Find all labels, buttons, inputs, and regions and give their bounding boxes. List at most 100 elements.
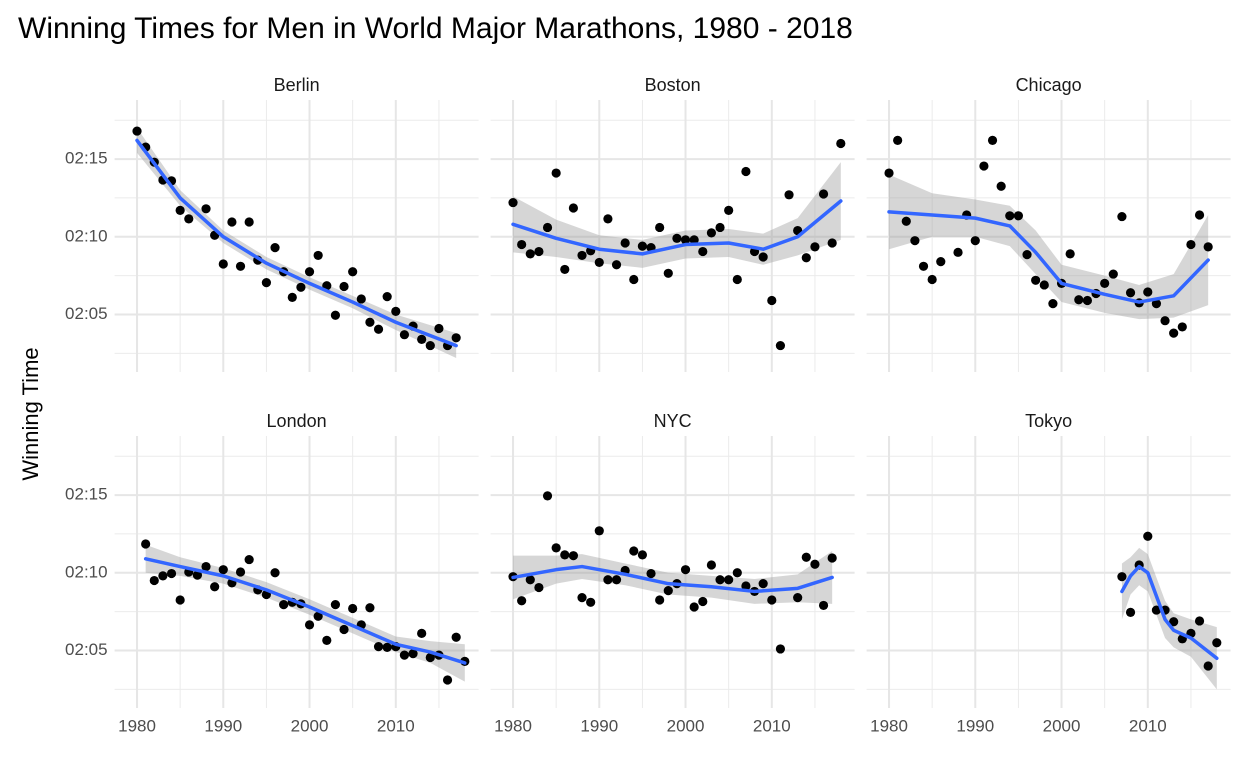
- data-point: [270, 568, 280, 578]
- data-point: [551, 168, 561, 178]
- data-point: [304, 267, 315, 277]
- data-point: [987, 135, 998, 146]
- x-tick-label: 1990: [580, 716, 618, 735]
- data-point: [1186, 239, 1196, 250]
- data-point: [577, 593, 587, 603]
- smooth-line: [143, 557, 467, 665]
- data-point: [732, 274, 742, 285]
- data-point: [884, 168, 894, 178]
- data-point: [1160, 316, 1170, 326]
- data-point: [758, 579, 768, 589]
- data-point: [927, 274, 937, 285]
- data-point: [391, 306, 401, 316]
- data-point: [517, 239, 527, 250]
- data-point: [603, 214, 613, 224]
- data-point: [1082, 295, 1093, 306]
- data-point: [1194, 210, 1205, 220]
- data-point: [637, 550, 648, 560]
- chart-title: Winning Times for Men in World Major Mar…: [18, 12, 853, 45]
- data-point: [244, 554, 254, 565]
- data-point: [517, 596, 527, 606]
- data-point: [365, 317, 375, 327]
- data-point: [560, 264, 570, 275]
- data-point: [629, 546, 639, 556]
- data-point: [330, 310, 341, 320]
- data-point: [1151, 299, 1162, 309]
- data-point: [577, 250, 587, 261]
- data-point: [732, 568, 742, 578]
- data-point: [201, 561, 211, 572]
- x-tick-label: 1980: [494, 716, 532, 735]
- data-point: [698, 596, 708, 607]
- y-tick-label: 02:10: [65, 226, 108, 245]
- data-point: [1177, 322, 1187, 332]
- data-point: [132, 126, 142, 136]
- data-point: [382, 292, 392, 302]
- data-point: [818, 600, 829, 611]
- data-point: [655, 222, 665, 233]
- data-point: [365, 603, 375, 613]
- data-point: [646, 568, 656, 579]
- x-tick-label: 2000: [1043, 716, 1081, 735]
- data-point: [201, 204, 211, 214]
- data-point: [218, 565, 228, 575]
- data-point: [810, 559, 820, 569]
- x-tick-label: 2000: [291, 716, 329, 735]
- y-tick-label: 02:05: [65, 304, 108, 323]
- data-point: [715, 222, 725, 233]
- data-point: [1013, 211, 1024, 221]
- facet-title: Chicago: [1016, 75, 1082, 95]
- x-tick-label: 2010: [1129, 716, 1167, 735]
- data-point: [1022, 250, 1032, 260]
- data-point: [184, 214, 194, 224]
- data-point: [270, 243, 280, 253]
- smooth-line: [511, 199, 843, 256]
- data-point: [680, 565, 691, 575]
- data-point: [767, 295, 777, 306]
- data-point: [568, 203, 579, 213]
- data-point: [663, 268, 673, 278]
- y-tick-label: 02:05: [65, 640, 108, 659]
- data-point: [594, 257, 604, 268]
- data-point: [235, 567, 246, 577]
- data-point: [425, 340, 435, 351]
- data-point: [442, 675, 453, 685]
- data-point: [296, 282, 306, 292]
- data-point: [784, 190, 794, 200]
- data-point: [227, 217, 237, 227]
- data-point: [434, 323, 444, 334]
- data-point: [373, 642, 384, 652]
- confidence-band: [145, 544, 465, 682]
- data-point: [417, 628, 427, 638]
- data-point: [611, 575, 622, 585]
- data-point: [706, 560, 717, 570]
- data-point: [603, 575, 613, 585]
- data-point: [568, 551, 579, 561]
- data-point: [218, 259, 228, 269]
- confidence-band: [1121, 547, 1217, 690]
- data-point: [244, 217, 254, 227]
- data-point: [1074, 295, 1084, 305]
- data-point: [1194, 616, 1205, 626]
- data-point: [399, 330, 410, 340]
- data-point: [611, 260, 622, 270]
- data-point: [210, 582, 220, 592]
- data-point: [637, 241, 648, 251]
- x-tick-label: 2010: [753, 716, 791, 735]
- data-point: [408, 649, 418, 659]
- data-point: [175, 595, 185, 605]
- data-point: [629, 274, 639, 285]
- data-point: [1143, 531, 1153, 541]
- data-point: [399, 650, 410, 660]
- data-point: [451, 333, 461, 343]
- data-point: [1108, 269, 1118, 279]
- data-point: [586, 597, 596, 607]
- data-point: [1117, 211, 1127, 222]
- data-point: [304, 620, 315, 630]
- data-point: [149, 575, 159, 586]
- data-point: [953, 247, 963, 257]
- data-point: [1005, 211, 1015, 221]
- facet-title: Boston: [645, 75, 701, 95]
- data-point: [451, 632, 461, 642]
- data-point: [356, 294, 366, 304]
